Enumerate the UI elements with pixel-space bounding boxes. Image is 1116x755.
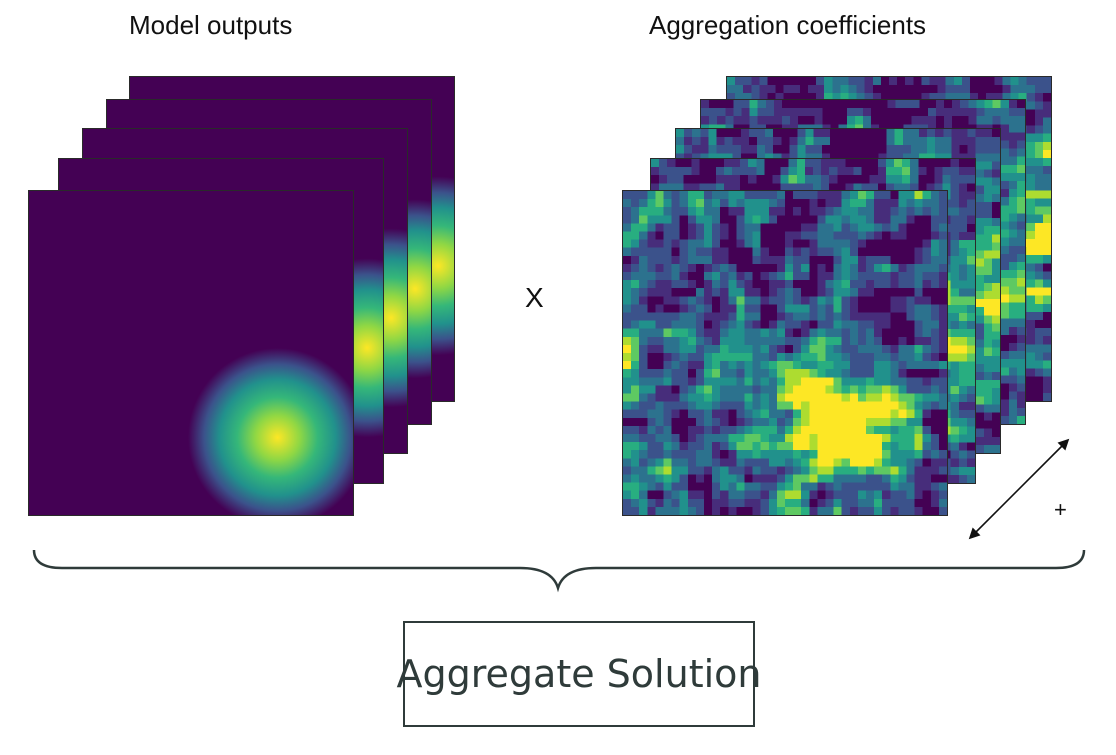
plus-operator: +	[1054, 497, 1067, 522]
model-outputs-stack	[28, 76, 455, 516]
curly-brace-icon	[32, 549, 1086, 593]
aggregate-solution-box: Aggregate Solution	[397, 621, 762, 727]
aggregation-coefficient-frame	[622, 190, 948, 516]
aggregation-coefficients-stack	[622, 76, 1052, 516]
double-arrow-icon	[968, 438, 1070, 540]
aggregate-solution-label: Aggregate Solution	[396, 652, 762, 696]
multiply-operator: X	[525, 282, 544, 313]
aggregation-coefficients-title: Aggregation coefficients	[649, 10, 927, 40]
model-output-frame	[28, 190, 354, 516]
model-outputs-title: Model outputs	[129, 10, 293, 40]
